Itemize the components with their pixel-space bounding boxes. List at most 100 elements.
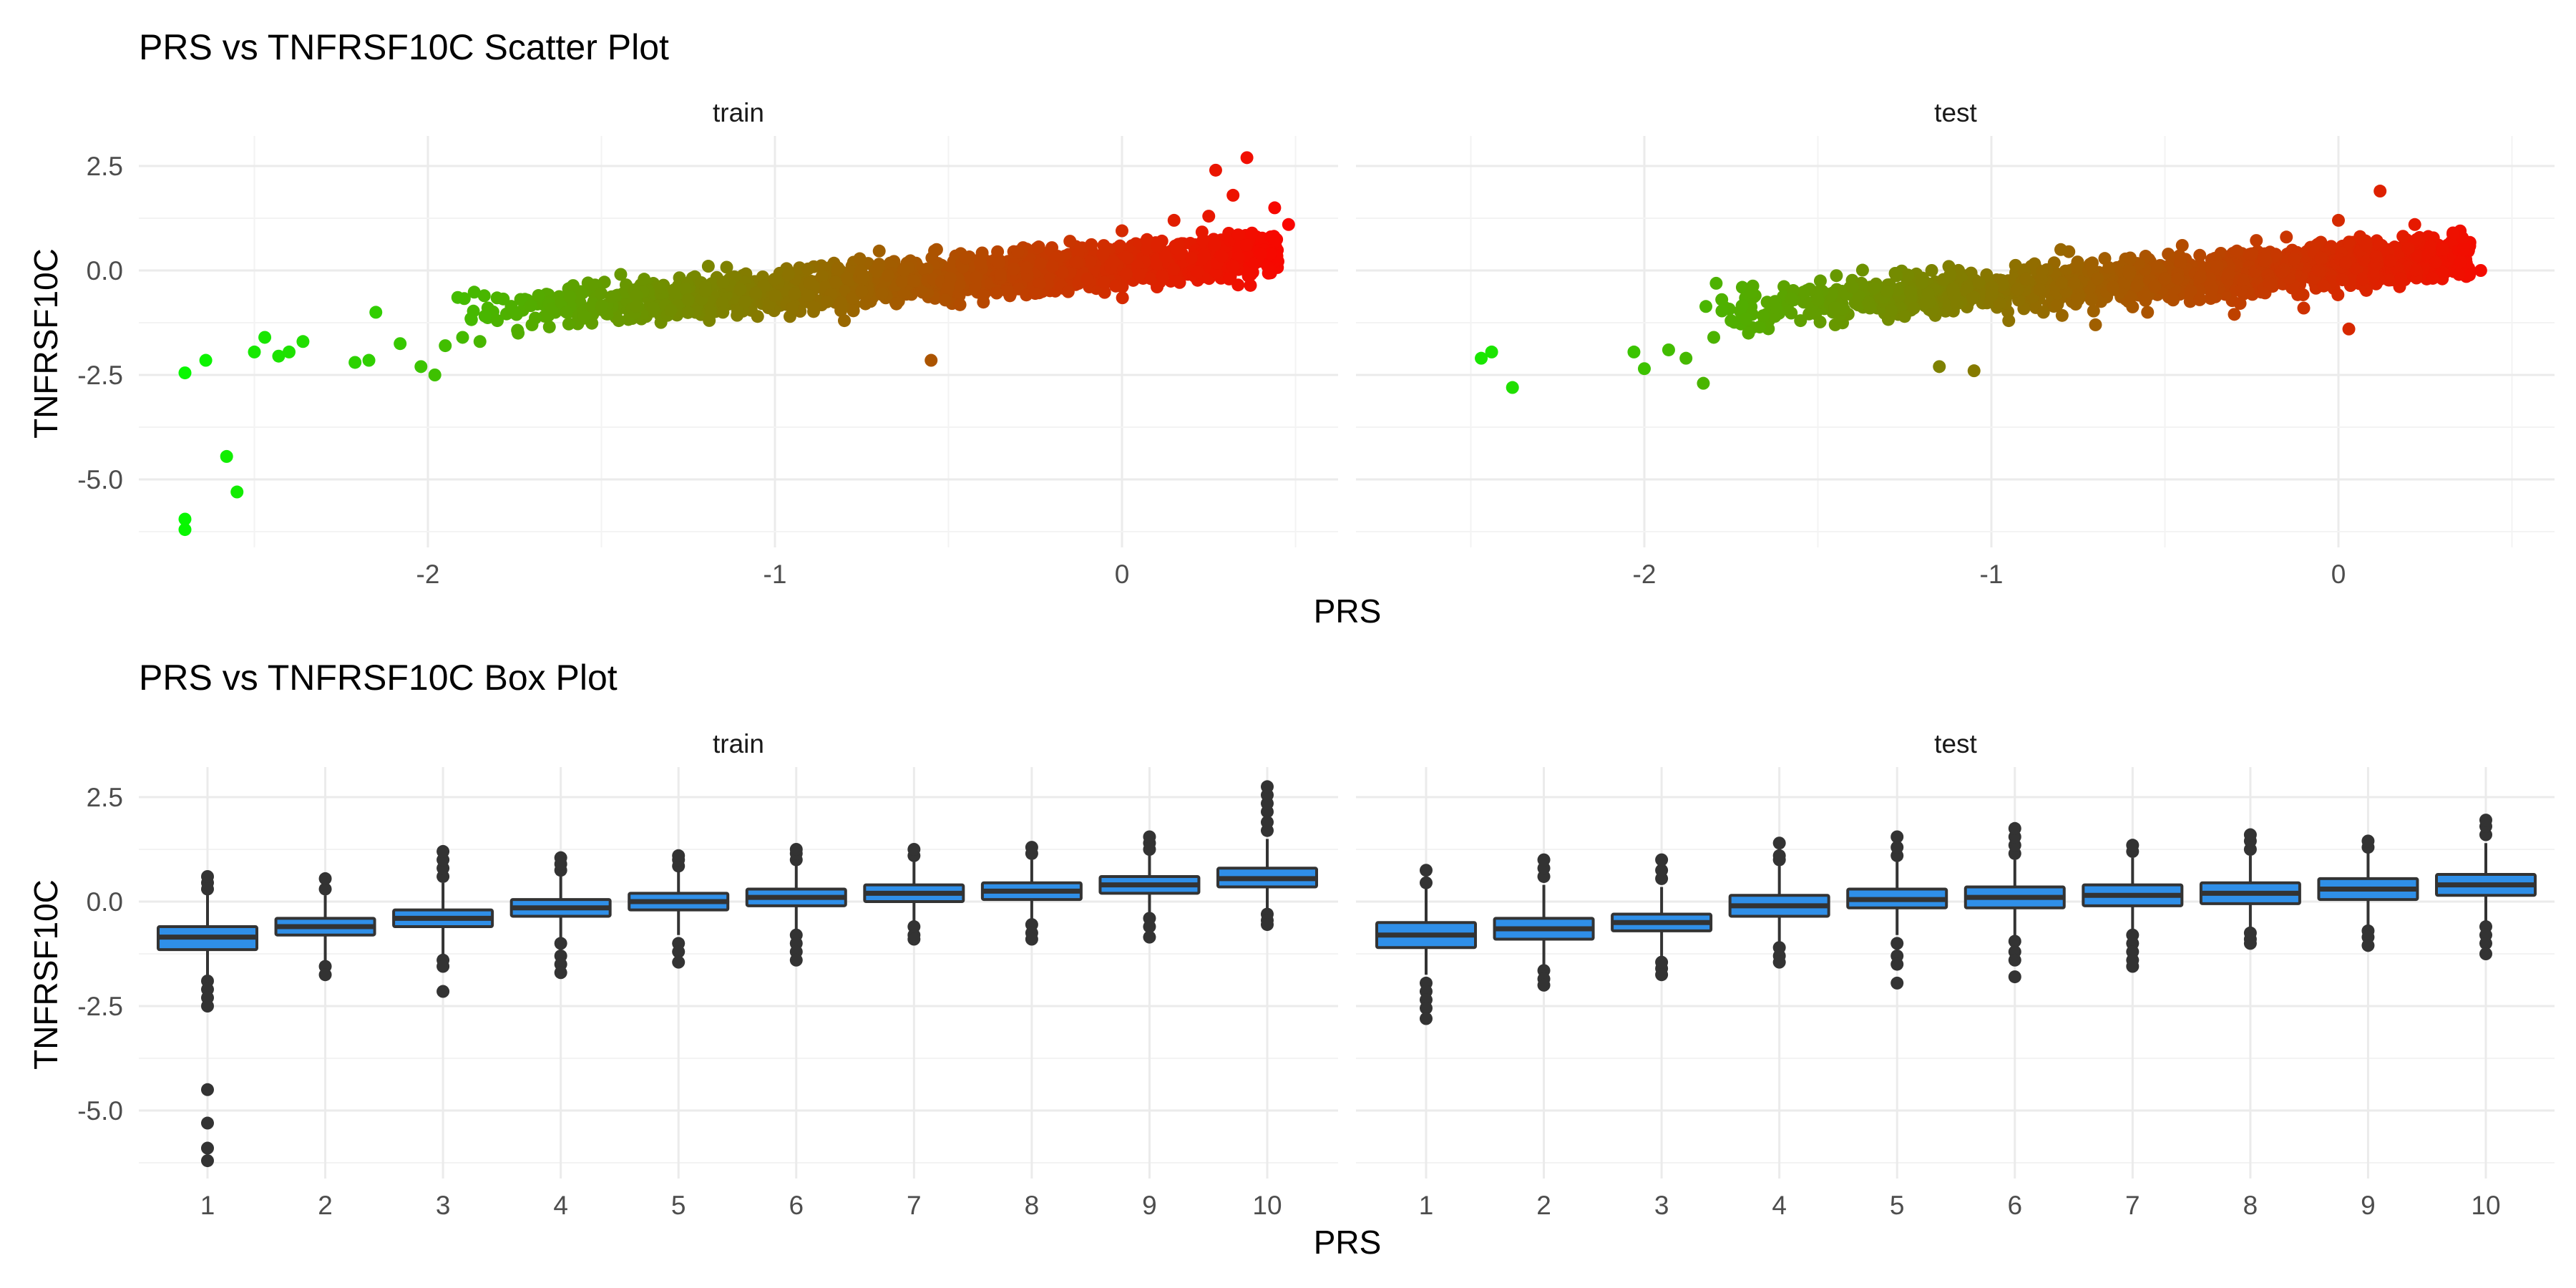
scatter-point [942,280,955,294]
scatter-point [1985,289,1998,303]
scatter-point [1724,314,1738,328]
box-category-4 [509,851,612,980]
scatter-band-point [2342,235,2356,249]
box-outlier [2479,937,2492,950]
scatter-point [2002,314,2016,328]
box-outlier [1025,932,1038,946]
box-outlier [201,1141,214,1155]
scatter-point [1209,163,1222,177]
scatter-band-point [973,256,987,270]
scatter-x-tick-label: -2 [416,560,440,589]
box-outlier [1537,978,1551,992]
scatter-band-point [2174,256,2187,270]
scatter-band-point [1070,255,1084,269]
scatter-point [1679,351,1693,365]
scatter-band-point [704,306,718,319]
box-category-10 [1216,780,1318,932]
box-x-tick-label: 5 [1890,1191,1905,1220]
scatter-band-point [464,313,478,326]
box-category-1 [157,869,258,1168]
scatter-point [1794,314,1807,328]
scatter-point [2457,243,2470,256]
scatter-band-point [1167,263,1181,276]
scatter-band-point [563,290,577,303]
box-category-2 [1493,853,1595,992]
scatter-band-point [1709,276,1723,290]
scatter-point [428,369,441,381]
scatter-point [2359,238,2373,252]
scatter-band-point [1209,265,1223,279]
scatter-band-point [1000,285,1014,298]
scatter-band-point [2336,273,2349,287]
scatter-point [977,289,990,303]
box-x-tick-label: 8 [2243,1191,2258,1220]
scatter-band-point [2312,263,2326,277]
scatter-point [2342,322,2356,336]
scatter-band-point [2193,283,2207,297]
scatter-band-point [595,286,608,300]
scatter-point [907,274,920,288]
scatter-band-point [1240,238,1254,252]
box-outlier [1655,853,1669,867]
scatter-band-point [2331,288,2345,301]
scatter-point [1080,272,1094,286]
scatter-band-point [1972,276,1986,290]
scatter-point [2394,272,2408,286]
scatter-point [2158,272,2172,286]
scatter-band-point [2204,292,2218,306]
scatter-point [1742,326,1755,340]
scatter-band-point [2392,246,2406,260]
scatter-band-point [1083,255,1097,268]
scatter-point [733,283,747,296]
scatter-band-point [1215,250,1229,263]
scatter-point [220,449,233,463]
scatter-band-point [605,290,618,303]
scatter-point [1811,293,1825,306]
scatter-band-point [1993,296,2006,310]
box-facet-train: train 1 2 3 4 5 6 7 8 9 10 2.5 0.0 -2.5 -5.0 [77,729,1338,1220]
scatter-band-point [2233,297,2247,311]
box-outlier [1143,830,1156,844]
scatter-band-point [846,291,859,305]
scatter-band-point [2051,298,2064,311]
scatter-band-point [2130,279,2144,293]
scatter-band-point [2084,260,2098,273]
box-outlier [1890,957,1904,971]
scatter-x-tick-label: 0 [1115,560,1130,589]
scatter-point [178,366,192,380]
scatter-point [1770,301,1783,315]
scatter-point [1967,364,1981,378]
scatter-band-point [1813,315,1827,328]
scatter-y-tick-label: 0.0 [87,256,123,286]
box-test-x-ticks: 1 2 3 4 5 6 7 8 9 10 [1419,1191,2501,1220]
box-x-tick-label: 3 [436,1191,451,1220]
scatter-band-point [1118,250,1131,264]
box-outlier [554,937,567,950]
scatter-point [1268,201,1282,215]
scatter-point [1828,318,1842,331]
scatter-band-point [920,262,934,275]
box-title: PRS vs TNFRSF10C Box Plot [139,658,618,698]
scatter-band-point [2452,268,2466,281]
scatter-point [1475,351,1488,365]
scatter-band-point [2122,267,2136,280]
box-outlier [2008,821,2021,835]
box-section: PRS vs TNFRSF10C Box Plot train 1 2 3 4 5 6 7 8… [27,658,2555,1261]
box-x-tick-label: 9 [2361,1191,2376,1220]
scatter-point [1063,235,1077,248]
scatter-facet-test: test -2 -1 0 [1356,98,2555,589]
scatter-band-point [1107,255,1121,269]
scatter-band-point [1244,278,1257,292]
scatter-point [994,268,1008,281]
scatter-band-point [2203,272,2217,286]
box-category-9 [1098,830,1201,944]
scatter-band-point [653,280,667,294]
scatter-point [491,314,504,328]
box-x-tick-label: 5 [671,1191,686,1220]
scatter-point [248,345,261,358]
scatter-band-point [467,286,481,299]
scatter-point [1028,287,1042,301]
scatter-train-y-ticks: 2.5 0.0 -2.5 -5.0 [77,152,123,494]
scatter-point [769,289,781,303]
